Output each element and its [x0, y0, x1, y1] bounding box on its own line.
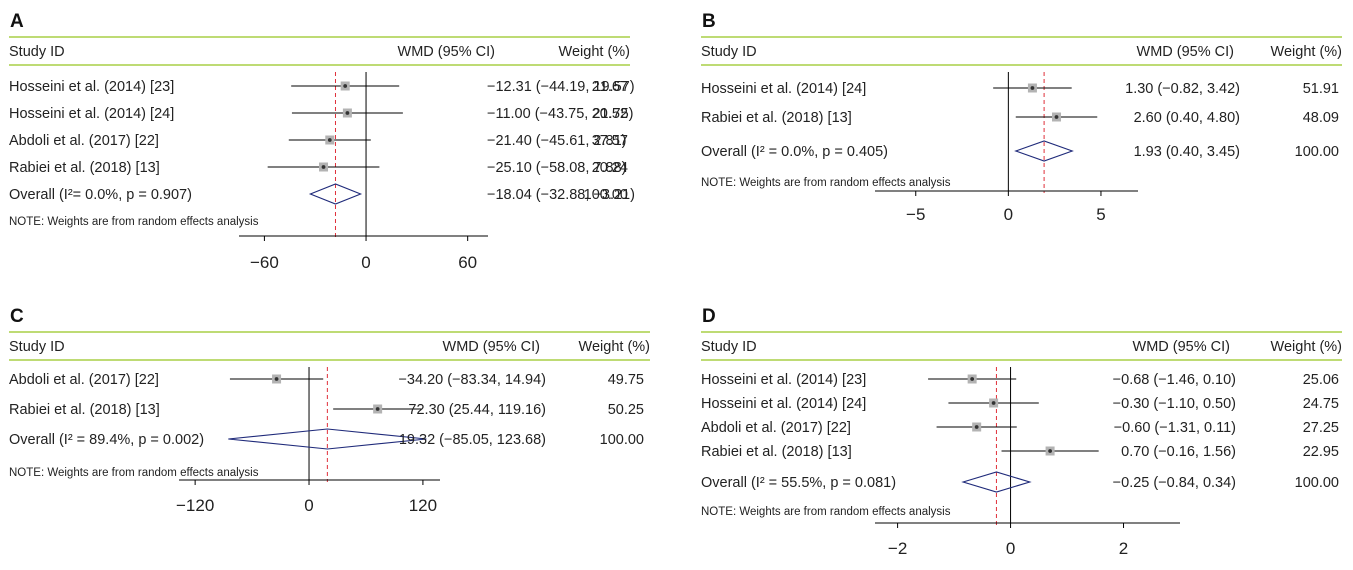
panel-b-overall-label: Overall (I² = 0.0%, p = 0.405) [701, 144, 888, 160]
panel-a-study-label: Rabiei et al. (2018) [13] [9, 160, 160, 176]
panel-a-study-weight: 20.24 [592, 160, 628, 176]
panel-c-study-effect-text: −34.20 (−83.34, 14.94) [398, 372, 546, 388]
panel-a-x-tick-label: 0 [361, 253, 370, 272]
panel-d-study-effect-text: 0.70 (−0.16, 1.56) [1121, 444, 1236, 460]
panel-b-note: NOTE: Weights are from random effects an… [701, 177, 951, 189]
panel-a-study-label: Abdoli et al. (2017) [22] [9, 133, 159, 149]
panel-c-study-effect-text: 72.30 (25.44, 119.16) [408, 402, 546, 418]
panel-c-study-point [274, 377, 279, 381]
panel-a-overall-effect-text: −18.04 (−32.88, −3.21) [487, 187, 635, 203]
panel-d-x-tick-label: 0 [1006, 539, 1015, 558]
panel-a-study-weight: 37.57 [592, 133, 628, 149]
panel-d-x-tick-label: −2 [888, 539, 907, 558]
panel-a-overall-label: Overall (I²= 0.0%, p = 0.907) [9, 187, 192, 203]
panel-b-study-point [1030, 86, 1035, 90]
panel-d-study-point [970, 377, 975, 381]
panel-c-header-study-id: Study ID [9, 339, 65, 355]
panel-a-study-point [343, 84, 348, 88]
panel-c-x-tick-label: 120 [409, 496, 437, 515]
panel-c-overall-weight: 100.00 [600, 432, 644, 448]
panel-b-study-weight: 48.09 [1303, 110, 1339, 126]
panel-d-study-weight: 25.06 [1303, 372, 1339, 388]
panel-d-header-study-id: Study ID [701, 339, 757, 355]
panel-d-overall-weight: 100.00 [1295, 475, 1339, 491]
panel-d-study-label: Hosseini et al. (2014) [23] [701, 372, 866, 388]
panel-a-study-effect-text: −12.31 (−44.19, 19.57) [487, 79, 635, 95]
panel-d-x-tick-label: 2 [1119, 539, 1128, 558]
panel-d-overall-label: Overall (I² = 55.5%, p = 0.081) [701, 475, 896, 491]
panel-d-study-effect-text: −0.60 (−1.31, 0.11) [1114, 420, 1236, 436]
panel-a-study-effect-text: −21.40 (−45.61, 2.81) [487, 133, 626, 149]
panel-b-study-weight: 51.91 [1303, 81, 1339, 97]
panel-b-study-point [1054, 115, 1059, 119]
panel-c-study-label: Abdoli et al. (2017) [22] [9, 372, 159, 388]
panel-d-study-point [974, 425, 979, 429]
panel-d-study-weight: 24.75 [1303, 396, 1339, 412]
panel-d-study-effect-text: −0.30 (−1.10, 0.50) [1113, 396, 1236, 412]
panel-c-overall-diamond [228, 428, 427, 450]
panel-d-overall-diamond [961, 471, 1032, 493]
panel-a-study-weight: 21.67 [592, 79, 628, 95]
panel-a-overall-diamond [308, 183, 363, 205]
panel-a-study-point [321, 165, 326, 169]
panel-a-letter: A [10, 11, 24, 32]
panel-a-study-label: Hosseini et al. (2014) [24] [9, 106, 174, 122]
panel-d-study-label: Rabiei et al. (2018) [13] [701, 444, 852, 460]
panel-c-overall-effect-text: 19.32 (−85.05, 123.68) [399, 432, 546, 448]
panel-c-x-tick-label: 0 [304, 496, 313, 515]
panel-c-study-weight: 49.75 [608, 372, 644, 388]
panel-a-study-label: Hosseini et al. (2014) [23] [9, 79, 174, 95]
panel-a-x-tick-label: −60 [250, 253, 279, 272]
panel-d-letter: D [702, 306, 716, 327]
panel-d-note: NOTE: Weights are from random effects an… [701, 506, 951, 518]
panel-a-study-effect-text: −25.10 (−58.08, 7.88) [487, 160, 626, 176]
panel-b-study-label: Rabiei et al. (2018) [13] [701, 110, 852, 126]
panel-d-study-point [991, 401, 996, 405]
panel-c-header-effect: WMD (95% CI) [443, 339, 540, 355]
panel-b-overall-effect-text: 1.93 (0.40, 3.45) [1134, 144, 1240, 160]
panel-b-x-tick-label: 5 [1096, 205, 1105, 224]
panel-d-study-label: Abdoli et al. (2017) [22] [701, 420, 851, 436]
panel-a-header-weight: Weight (%) [559, 44, 630, 60]
panel-a-study-weight: 20.52 [592, 106, 628, 122]
panel-c-letter: C [10, 306, 24, 327]
panel-c-study-point [375, 407, 380, 411]
panel-a-overall-weight: 100.00 [584, 187, 628, 203]
panel-a-study-effect-text: −11.00 (−43.75, 21.75) [487, 106, 633, 122]
panel-d-study-point [1048, 449, 1052, 453]
panel-d-overall-effect-text: −0.25 (−0.84, 0.34) [1113, 475, 1236, 491]
panel-c-study-weight: 50.25 [608, 402, 644, 418]
panel-d-study-label: Hosseini et al. (2014) [24] [701, 396, 866, 412]
panel-a-note: NOTE: Weights are from random effects an… [9, 216, 259, 228]
panel-c-note: NOTE: Weights are from random effects an… [9, 467, 259, 479]
panel-b-study-label: Hosseini et al. (2014) [24] [701, 81, 866, 97]
panel-d-study-weight: 27.25 [1303, 420, 1339, 436]
panel-b-overall-diamond [1014, 140, 1074, 162]
panel-a-header-study-id: Study ID [9, 44, 65, 60]
panel-b-study-effect-text: 1.30 (−0.82, 3.42) [1125, 81, 1240, 97]
panel-a-header-effect: WMD (95% CI) [398, 44, 495, 60]
panel-a-x-tick-label: 60 [458, 253, 477, 272]
panel-b-letter: B [702, 11, 716, 32]
panel-d-study-weight: 22.95 [1303, 444, 1339, 460]
panel-c-study-label: Rabiei et al. (2018) [13] [9, 402, 160, 418]
panel-d-study-effect-text: −0.68 (−1.46, 0.10) [1113, 372, 1236, 388]
panel-d-header-effect: WMD (95% CI) [1133, 339, 1230, 355]
panel-a-study-point [345, 111, 350, 115]
panel-c-header-weight: Weight (%) [579, 339, 650, 355]
panel-c-x-tick-label: −120 [176, 496, 214, 515]
panel-b-header-effect: WMD (95% CI) [1137, 44, 1234, 60]
panel-b-header-weight: Weight (%) [1271, 44, 1342, 60]
panel-d-header-weight: Weight (%) [1271, 339, 1342, 355]
panel-c-overall-label: Overall (I² = 89.4%, p = 0.002) [9, 432, 204, 448]
panel-b-overall-weight: 100.00 [1295, 144, 1339, 160]
panel-a-study-point [327, 138, 332, 142]
panel-b-x-tick-label: −5 [906, 205, 925, 224]
panel-b-header-study-id: Study ID [701, 44, 757, 60]
panel-b-x-tick-label: 0 [1004, 205, 1013, 224]
panel-b-study-effect-text: 2.60 (0.40, 4.80) [1134, 110, 1240, 126]
